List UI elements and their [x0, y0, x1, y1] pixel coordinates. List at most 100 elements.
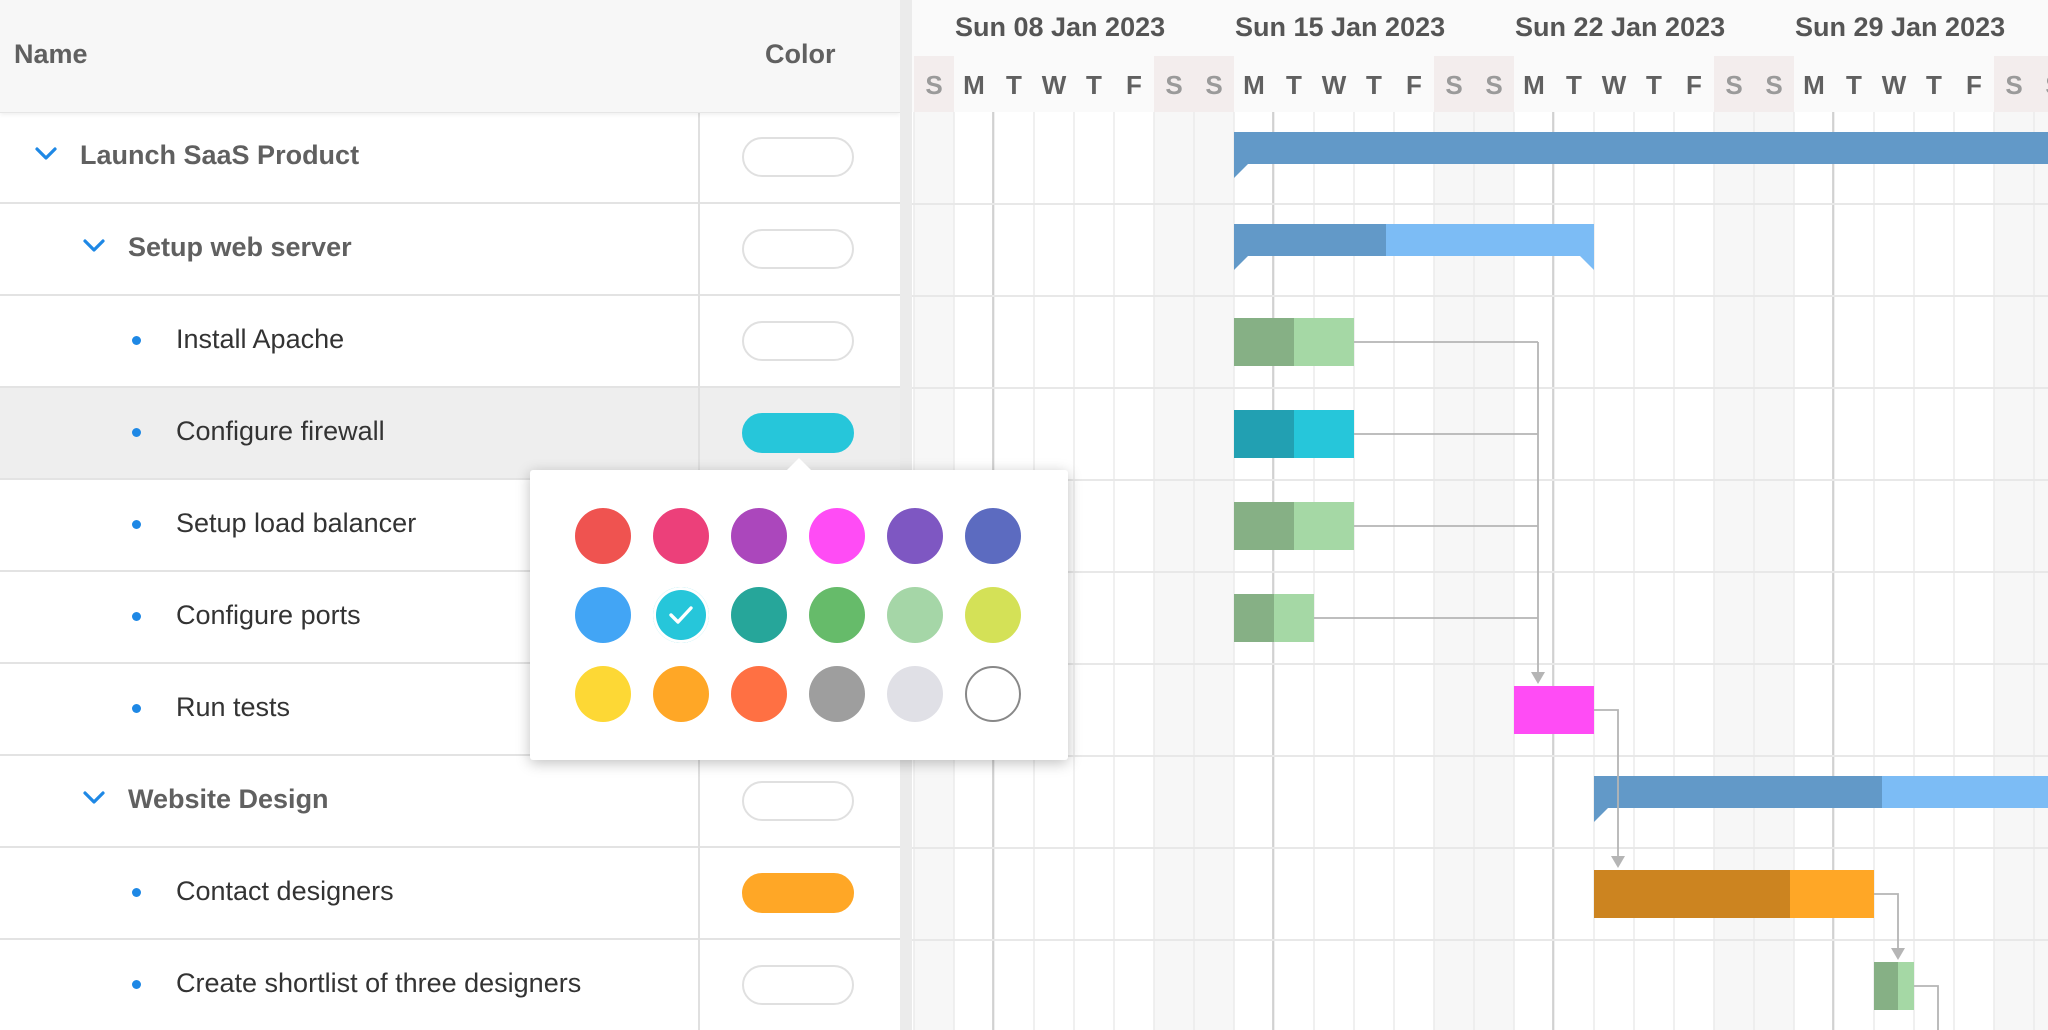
bullet-icon [132, 428, 141, 437]
color-swatch[interactable] [742, 413, 854, 453]
day-letter: T [1006, 70, 1022, 100]
day-letter: T [1366, 70, 1382, 100]
chevron-down-icon[interactable] [32, 140, 60, 168]
checkmark-icon [669, 606, 693, 624]
chevron-down-icon[interactable] [80, 784, 108, 812]
summary-bar-remaining [1386, 224, 1594, 256]
gantt-canvas: Sun 08 Jan 2023 Sun 15 Jan 2023 Sun 22 Jan… [912, 0, 2048, 1030]
day-letter: S [1205, 70, 1222, 100]
task-bar-progress [1874, 962, 1898, 1010]
summary-bar-progress [1594, 776, 1882, 808]
color-column-header[interactable]: Color [765, 39, 836, 69]
color-swatch[interactable] [742, 781, 854, 821]
task-row[interactable]: Configure firewall [0, 388, 900, 480]
color-option[interactable] [731, 508, 787, 564]
summary-bar-remaining [1882, 776, 2048, 808]
color-swatch[interactable] [742, 229, 854, 269]
task-row[interactable]: Setup web server [0, 204, 900, 296]
day-letter: T [1086, 70, 1102, 100]
color-swatch[interactable] [742, 873, 854, 913]
task-bar [1514, 686, 1594, 734]
summary-bar-progress [1234, 132, 2048, 164]
summary-bar-progress [1234, 224, 1386, 256]
day-letter: S [1485, 70, 1502, 100]
day-letter: F [1686, 70, 1702, 100]
weekend-header-cell [914, 56, 954, 112]
color-option[interactable] [575, 508, 631, 564]
dependency-arrowhead [1531, 672, 1545, 684]
weekend-header-cell [1754, 56, 1794, 112]
dependency-line [1874, 893, 1899, 954]
task-name: Setup web server [128, 232, 352, 262]
color-option[interactable] [965, 508, 1021, 564]
color-option[interactable] [887, 587, 943, 643]
color-option[interactable] [809, 508, 865, 564]
weekend-header-cell [1194, 56, 1234, 112]
color-option[interactable] [575, 587, 631, 643]
bullet-icon [132, 980, 141, 989]
task-row[interactable]: Contact designers [0, 848, 900, 940]
weekend-header-cell [1474, 56, 1514, 112]
weekend-header-cell [1714, 56, 1754, 112]
task-name: Configure ports [176, 600, 361, 630]
dependency-arrowhead [1611, 856, 1625, 868]
task-row[interactable]: Launch SaaS Product [0, 112, 900, 204]
color-option[interactable] [575, 666, 631, 722]
day-letter: S [2005, 70, 2022, 100]
weekend-header-cell [1154, 56, 1194, 112]
bullet-icon [132, 888, 141, 897]
task-bar-progress [1234, 410, 1294, 458]
dependency-line [1914, 985, 1939, 1030]
day-letter: M [1523, 70, 1545, 100]
task-row[interactable]: Create shortlist of three designers [0, 940, 900, 1030]
day-letter: F [1406, 70, 1422, 100]
day-letter: M [1243, 70, 1265, 100]
color-option[interactable] [731, 666, 787, 722]
dependency-line [1594, 709, 1619, 862]
color-swatch[interactable] [742, 321, 854, 361]
week-label: Sun 22 Jan 2023 [1515, 12, 1725, 42]
color-option[interactable] [653, 666, 709, 722]
day-letter: W [1322, 70, 1347, 100]
color-picker-arrow [786, 458, 812, 471]
weekend-header-cell [1434, 56, 1474, 112]
task-name: Run tests [176, 692, 291, 722]
day-letter: S [1165, 70, 1182, 100]
color-swatch[interactable] [742, 965, 854, 1005]
task-name: Website Design [128, 784, 329, 814]
day-letter: T [1286, 70, 1302, 100]
color-option[interactable] [653, 587, 709, 643]
task-name: Setup load balancer [176, 508, 417, 538]
gantt-chart: Sun 08 Jan 2023 Sun 15 Jan 2023 Sun 22 Jan… [912, 0, 2048, 1030]
day-letter: S [1765, 70, 1782, 100]
color-option[interactable] [887, 666, 943, 722]
task-row[interactable]: Install Apache [0, 296, 900, 388]
day-letter: M [963, 70, 985, 100]
summary-bar-left-cap [1234, 256, 1248, 270]
weekend-header-cell [2034, 56, 2048, 112]
bullet-icon [132, 336, 141, 345]
task-bar-progress [1234, 318, 1294, 366]
weekend-header-cell [1994, 56, 2034, 112]
color-option[interactable] [809, 587, 865, 643]
task-bar-progress [1594, 870, 1790, 918]
day-letter: W [1042, 70, 1067, 100]
bullet-icon [132, 704, 141, 713]
grid-header: Name Color [0, 0, 900, 113]
name-column-header[interactable]: Name [14, 39, 88, 69]
color-option[interactable] [965, 587, 1021, 643]
color-swatch[interactable] [742, 137, 854, 177]
color-option[interactable] [887, 508, 943, 564]
color-option[interactable] [653, 508, 709, 564]
day-letter: W [1602, 70, 1627, 100]
color-option[interactable] [731, 587, 787, 643]
day-letter: S [1725, 70, 1742, 100]
day-letter: S [2045, 70, 2048, 100]
color-option[interactable] [809, 666, 865, 722]
color-option[interactable] [965, 666, 1021, 722]
task-row[interactable]: Website Design [0, 756, 900, 848]
summary-bar-right-cap [1580, 256, 1594, 270]
summary-bar-left-cap [1594, 808, 1608, 822]
chevron-down-icon[interactable] [80, 232, 108, 260]
day-letter: S [1445, 70, 1462, 100]
